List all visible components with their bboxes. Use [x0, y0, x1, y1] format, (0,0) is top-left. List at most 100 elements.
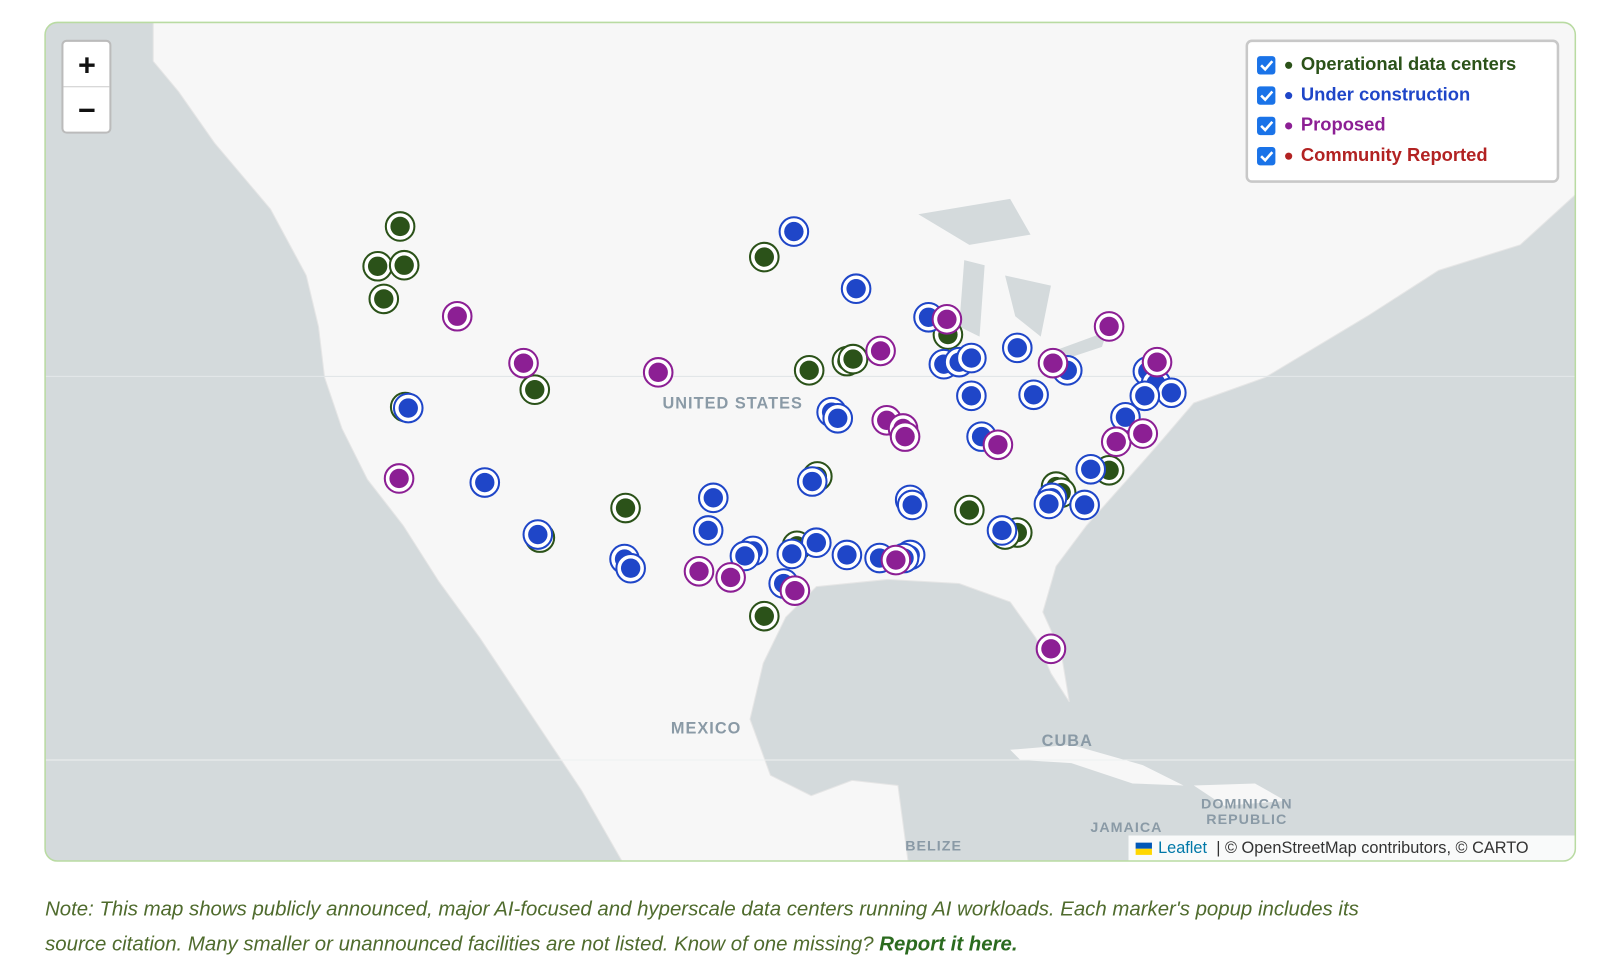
checkbox[interactable]	[1257, 116, 1276, 136]
land	[152, 22, 1576, 862]
marker-dot	[1099, 316, 1119, 337]
zoom-out[interactable]: −	[78, 93, 96, 127]
marker[interactable]	[1069, 489, 1100, 521]
marker[interactable]	[896, 489, 928, 521]
marker[interactable]	[982, 429, 1014, 461]
marker-dot	[799, 360, 819, 381]
marker[interactable]	[831, 539, 863, 571]
marker-dot	[525, 380, 545, 400]
marker[interactable]	[642, 357, 674, 388]
marker[interactable]	[1037, 347, 1069, 379]
marker[interactable]	[368, 283, 400, 315]
map-border	[44, 21, 1577, 862]
marker[interactable]	[1141, 346, 1173, 378]
marker[interactable]	[508, 347, 539, 379]
marker-dot	[367, 256, 388, 276]
marker[interactable]	[837, 343, 869, 375]
marker-dot	[784, 221, 804, 242]
marker[interactable]	[388, 249, 420, 281]
marker[interactable]	[697, 482, 729, 514]
note: source citation. Many smaller or unannou…	[45, 934, 874, 956]
marker[interactable]	[610, 492, 641, 524]
legend-label: Under construction	[1301, 83, 1470, 104]
marker[interactable]	[522, 519, 554, 550]
marker[interactable]	[469, 467, 501, 498]
map-label: DOMINICAN	[1201, 797, 1293, 813]
marker[interactable]	[362, 250, 393, 282]
marker[interactable]	[778, 216, 810, 247]
marker[interactable]	[748, 241, 780, 273]
marker[interactable]	[779, 575, 811, 606]
marker[interactable]	[683, 555, 715, 587]
marker[interactable]	[1001, 332, 1033, 364]
marker-dot	[615, 498, 636, 518]
marker-dot	[1161, 383, 1182, 403]
marker[interactable]	[1075, 453, 1107, 485]
map-label: CUBA	[1042, 732, 1093, 750]
marker[interactable]	[776, 538, 808, 570]
marker-dot	[843, 349, 863, 369]
marker[interactable]	[986, 515, 1018, 546]
marker[interactable]	[956, 380, 987, 412]
marker[interactable]	[793, 355, 825, 386]
marker[interactable]	[1129, 380, 1161, 412]
marker[interactable]	[748, 600, 780, 632]
marker-dot	[374, 289, 394, 309]
attribution-box	[1128, 835, 1576, 862]
marker[interactable]	[796, 466, 828, 497]
marker[interactable]	[1033, 488, 1065, 520]
lake	[918, 198, 1031, 245]
note: source citation. Many smaller or unannou…	[45, 934, 1017, 956]
marker[interactable]	[840, 273, 872, 305]
checkmark	[1260, 60, 1274, 72]
marker-dot	[846, 279, 866, 299]
marker[interactable]	[384, 211, 416, 242]
checkbox[interactable]	[1257, 86, 1276, 105]
marker[interactable]	[692, 515, 724, 546]
marker[interactable]	[519, 374, 551, 405]
marker[interactable]	[715, 562, 746, 593]
legend-dot	[1285, 61, 1293, 69]
legend-dot	[1285, 92, 1293, 100]
marker[interactable]	[1100, 426, 1132, 458]
marker-dot	[1133, 423, 1153, 444]
marker[interactable]	[865, 335, 896, 367]
report-link[interactable]: Report it here.	[879, 934, 1017, 956]
marker-dot	[754, 606, 774, 626]
marker-dot	[754, 247, 774, 267]
legend-dot	[1285, 122, 1293, 130]
leaflet-link[interactable]: Leaflet	[1158, 839, 1207, 857]
marker[interactable]	[956, 342, 987, 374]
marker[interactable]	[822, 402, 854, 434]
checkbox[interactable]	[1257, 147, 1276, 166]
zoom-in[interactable]: +	[78, 48, 96, 82]
marker[interactable]	[1018, 379, 1049, 411]
legend-label: Proposed	[1301, 114, 1386, 135]
marker-dot	[735, 546, 755, 566]
marker-dot	[528, 524, 548, 545]
marker[interactable]	[1035, 633, 1067, 665]
marker-dot	[802, 471, 822, 492]
marker[interactable]	[931, 304, 963, 335]
marker[interactable]	[1156, 377, 1187, 409]
marker[interactable]	[441, 300, 473, 332]
marker[interactable]	[615, 552, 646, 584]
marker[interactable]	[383, 463, 415, 494]
marker-dot	[785, 580, 805, 601]
marker[interactable]	[880, 544, 912, 576]
map-label: REPUBLIC	[1206, 812, 1287, 828]
checkbox[interactable]	[1257, 56, 1276, 75]
marker[interactable]	[1093, 311, 1125, 342]
marker[interactable]	[392, 392, 424, 424]
marker[interactable]	[729, 540, 761, 572]
marker-dot	[988, 435, 1008, 455]
marker-dot	[961, 386, 982, 406]
hispaniola	[1193, 783, 1286, 806]
marker[interactable]	[954, 494, 985, 526]
cuba	[1010, 744, 1184, 786]
marker-dot	[1007, 338, 1027, 358]
marker[interactable]	[1127, 418, 1159, 449]
checkmark	[1260, 90, 1274, 102]
marker[interactable]	[889, 421, 921, 452]
